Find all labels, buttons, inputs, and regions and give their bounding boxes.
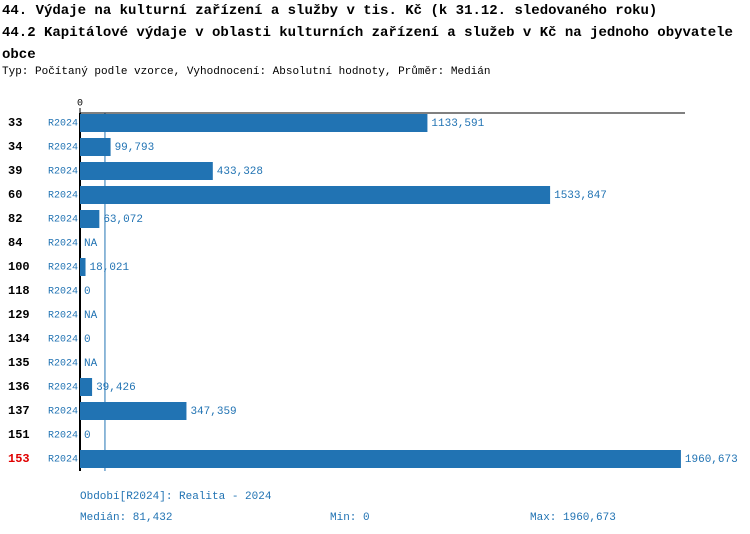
value-label: NA: [84, 358, 98, 370]
category-label: 39: [8, 164, 22, 178]
category-label: 129: [8, 308, 30, 322]
category-label: 153: [8, 452, 30, 466]
value-label: 1960,673: [685, 454, 738, 466]
value-label: 0: [84, 334, 91, 346]
x-tick-label: 0: [77, 99, 83, 110]
bar: [80, 114, 428, 132]
category-label: 60: [8, 188, 22, 202]
series-label: R2024: [48, 239, 78, 250]
chart-note: Typ: Počítaný podle vzorce, Vyhodnocení:…: [2, 66, 491, 78]
series-label: R2024: [48, 431, 78, 442]
series-label: R2024: [48, 335, 78, 346]
chart-title: 44. Výdaje na kulturní zařízení a služby…: [2, 3, 658, 19]
category-label: 33: [8, 116, 22, 130]
series-label: R2024: [48, 263, 78, 274]
category-label: 118: [8, 284, 30, 298]
period-label: Období[R2024]: Realita - 2024: [80, 491, 272, 503]
series-label: R2024: [48, 191, 78, 202]
bar: [80, 162, 213, 180]
value-label: 99,793: [115, 142, 155, 154]
median-label: Medián: 81,432: [80, 512, 172, 524]
series-label: R2024: [48, 215, 78, 226]
series-label: R2024: [48, 359, 78, 370]
category-label: 134: [8, 332, 30, 346]
bar: [80, 378, 93, 396]
category-label: 82: [8, 212, 22, 226]
chart-subtitle: 44.2 Kapitálové výdaje v oblasti kulturn…: [2, 25, 733, 63]
value-label: 39,426: [96, 382, 136, 394]
value-label: 0: [84, 430, 91, 442]
bar: [80, 210, 100, 228]
category-label: 100: [8, 260, 30, 274]
category-label: 34: [8, 140, 22, 154]
category-label: 137: [8, 404, 30, 418]
series-label: R2024: [48, 455, 78, 466]
min-label: Min: 0: [330, 512, 370, 524]
series-label: R2024: [48, 311, 78, 322]
max-label: Max: 1960,673: [530, 512, 616, 524]
value-label: NA: [84, 238, 98, 250]
value-label: 63,072: [103, 214, 143, 226]
bar: [80, 186, 551, 204]
bar: [80, 138, 111, 156]
value-label: 433,328: [217, 166, 263, 178]
series-label: R2024: [48, 119, 78, 130]
category-label: 135: [8, 356, 30, 370]
value-label: 18,021: [90, 262, 130, 274]
bar: [80, 258, 86, 276]
category-label: 151: [8, 428, 30, 442]
bar: [80, 450, 681, 468]
series-label: R2024: [48, 287, 78, 298]
series-label: R2024: [48, 143, 78, 154]
value-label: 1133,591: [431, 118, 484, 130]
bar: [80, 402, 187, 420]
category-label: 84: [8, 236, 22, 250]
series-label: R2024: [48, 167, 78, 178]
series-label: R2024: [48, 383, 78, 394]
category-label: 136: [8, 380, 30, 394]
value-label: 0: [84, 286, 91, 298]
value-label: NA: [84, 310, 98, 322]
series-label: R2024: [48, 407, 78, 418]
value-label: 1533,847: [554, 190, 607, 202]
value-label: 347,359: [190, 406, 236, 418]
